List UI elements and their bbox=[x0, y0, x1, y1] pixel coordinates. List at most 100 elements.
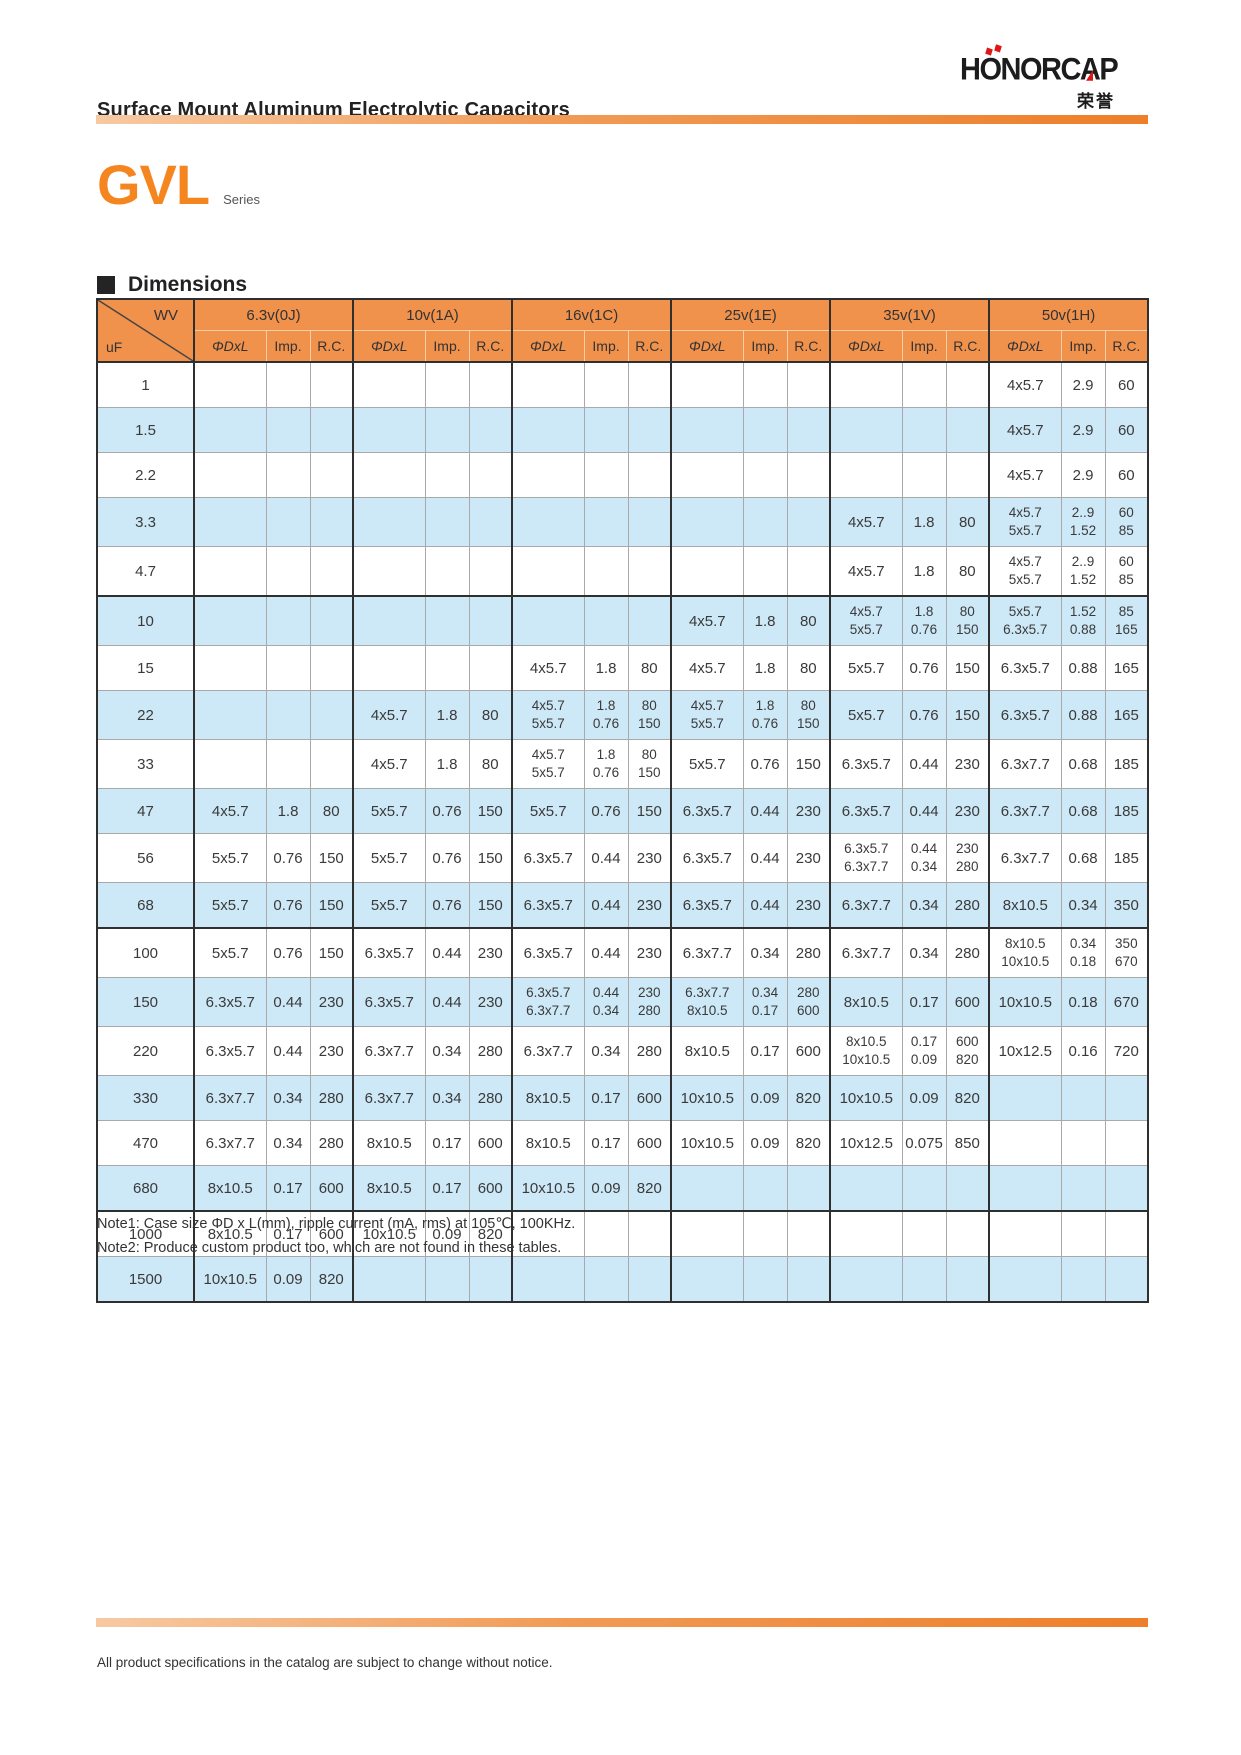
spec-cell: 8x10.5 bbox=[988, 882, 1062, 929]
spec-cell: 60 85 bbox=[1104, 497, 1149, 547]
spec-cell bbox=[583, 452, 629, 498]
uf-value-cell: 470 bbox=[96, 1120, 195, 1166]
uf-value-cell: 1000 bbox=[96, 1210, 195, 1257]
spec-cell: 5x5.7 6.3x5.7 bbox=[988, 595, 1062, 646]
spec-cell: 1.8 bbox=[742, 595, 788, 646]
uf-value-cell: 220 bbox=[96, 1026, 195, 1076]
spec-cell: 600 bbox=[786, 1026, 831, 1076]
spec-cell bbox=[670, 361, 744, 408]
spec-cell: 80 bbox=[627, 645, 672, 691]
sub-header-imp: Imp. bbox=[901, 330, 947, 363]
spec-cell: 0.44 bbox=[901, 739, 947, 789]
spec-cell bbox=[583, 407, 629, 453]
spec-cell: 0.76 bbox=[901, 690, 947, 740]
spec-cell bbox=[786, 1210, 831, 1257]
spec-cell: 0.88 bbox=[1060, 645, 1106, 691]
spec-cell: 4x5.7 bbox=[670, 645, 744, 691]
spec-cell: 670 bbox=[1104, 977, 1149, 1027]
spec-cell: 820 bbox=[786, 1075, 831, 1121]
sub-header-rc: R.C. bbox=[627, 330, 672, 363]
spec-cell: 85 165 bbox=[1104, 595, 1149, 646]
spec-cell: 4x5.7 bbox=[988, 407, 1062, 453]
spec-cell bbox=[424, 595, 470, 646]
spec-cell: 6.3x5.7 bbox=[988, 690, 1062, 740]
spec-cell: 280 600 bbox=[786, 977, 831, 1027]
spec-cell bbox=[468, 1256, 513, 1303]
spec-cell bbox=[742, 1165, 788, 1212]
spec-cell bbox=[988, 1075, 1062, 1121]
spec-cell bbox=[309, 452, 354, 498]
spec-cell: 6.3x5.7 bbox=[193, 977, 267, 1027]
spec-cell bbox=[988, 1256, 1062, 1303]
spec-cell: 0.09 bbox=[901, 1075, 947, 1121]
spec-cell bbox=[1104, 1256, 1149, 1303]
spec-cell: 230 bbox=[468, 927, 513, 978]
spec-cell: 0.44 bbox=[265, 977, 311, 1027]
spec-cell: 6.3x5.7 6.3x7.7 bbox=[829, 833, 903, 883]
spec-cell: 1.52 0.88 bbox=[1060, 595, 1106, 646]
spec-cell: 5x5.7 bbox=[829, 645, 903, 691]
spec-cell bbox=[511, 546, 585, 597]
spec-cell: 6.3x5.7 bbox=[352, 927, 426, 978]
table-corner-cell: WV uF bbox=[96, 298, 195, 363]
table-row: 470 6.3x7.7 0.34 280 8x10.5 0.17 600 8x10.5 0.17… bbox=[96, 1120, 1149, 1166]
spec-cell bbox=[627, 546, 672, 597]
spec-cell bbox=[352, 645, 426, 691]
spec-cell bbox=[627, 407, 672, 453]
spec-cell: 230 bbox=[627, 882, 672, 929]
uf-value-cell: 1.5 bbox=[96, 407, 195, 453]
spec-cell bbox=[309, 739, 354, 789]
spec-cell: 80 bbox=[786, 595, 831, 646]
spec-cell bbox=[829, 407, 903, 453]
spec-cell: 4x5.7 bbox=[988, 452, 1062, 498]
sub-header-dxl: ΦDxL bbox=[511, 330, 585, 363]
spec-cell bbox=[901, 452, 947, 498]
table-row: 10 4x5.7 1.8 80 4x5.7 5x5.7 1.8 0.76 80 150 5x5… bbox=[96, 595, 1149, 646]
footer-text: All product specifications in the catalo… bbox=[97, 1654, 553, 1670]
uf-value-cell: 680 bbox=[96, 1165, 195, 1212]
spec-cell bbox=[424, 645, 470, 691]
spec-cell bbox=[265, 407, 311, 453]
spec-cell: 0.18 bbox=[1060, 977, 1106, 1027]
spec-cell: 4x5.7 5x5.7 bbox=[670, 690, 744, 740]
spec-cell: 1.8 0.76 bbox=[583, 739, 629, 789]
spec-cell bbox=[1060, 1165, 1106, 1212]
uf-value-cell: 56 bbox=[96, 833, 195, 883]
sub-header-dxl: ΦDxL bbox=[193, 330, 267, 363]
spec-cell: 0.09 bbox=[742, 1075, 788, 1121]
spec-cell: 0.44 bbox=[265, 1026, 311, 1076]
spec-cell bbox=[193, 452, 267, 498]
spec-cell: 0.76 bbox=[424, 833, 470, 883]
table-row: 15 4x5.7 1.8 80 4x5.7 1.8 80 5x5.7 0.76 150 6.3x5.… bbox=[96, 645, 1149, 691]
voltage-group-header: 50v(1H) bbox=[988, 298, 1149, 331]
spec-cell: 6.3x5.7 bbox=[829, 739, 903, 789]
spec-cell bbox=[829, 1165, 903, 1212]
spec-cell: 280 bbox=[627, 1026, 672, 1076]
spec-cell bbox=[670, 1256, 744, 1303]
spec-cell: 230 bbox=[786, 833, 831, 883]
series-block: GVL Series bbox=[97, 152, 260, 217]
spec-cell: 0.68 bbox=[1060, 739, 1106, 789]
spec-cell bbox=[670, 452, 744, 498]
table-row: 22 4x5.7 1.8 80 4x5.7 5x5.7 1.8 0.76 80 150 4x5… bbox=[96, 690, 1149, 740]
corner-uf-label: uF bbox=[106, 339, 123, 355]
spec-cell: 4x5.7 5x5.7 bbox=[511, 739, 585, 789]
spec-cell: 0.34 bbox=[1060, 882, 1106, 929]
spec-cell: 8x10.5 bbox=[193, 1210, 267, 1257]
spec-cell bbox=[670, 1210, 744, 1257]
spec-cell: 60 85 bbox=[1104, 546, 1149, 597]
voltage-group-header: 6.3v(0J) bbox=[192, 298, 354, 331]
spec-cell bbox=[627, 497, 672, 547]
uf-value-cell: 2.2 bbox=[96, 452, 195, 498]
spec-cell: 6.3x7.7 bbox=[193, 1075, 267, 1121]
spec-cell: 60 bbox=[1104, 361, 1149, 408]
spec-cell: 0.17 bbox=[265, 1165, 311, 1212]
spec-cell: 0.09 bbox=[583, 1165, 629, 1212]
spec-cell: 600 bbox=[468, 1165, 513, 1212]
spec-cell bbox=[742, 407, 788, 453]
spec-cell bbox=[468, 452, 513, 498]
spec-cell: 0.76 bbox=[742, 739, 788, 789]
spec-cell: 6.3x5.7 6.3x7.7 bbox=[511, 977, 585, 1027]
spec-cell: 80 150 bbox=[627, 690, 672, 740]
spec-cell: 6.3x7.7 bbox=[511, 1026, 585, 1076]
